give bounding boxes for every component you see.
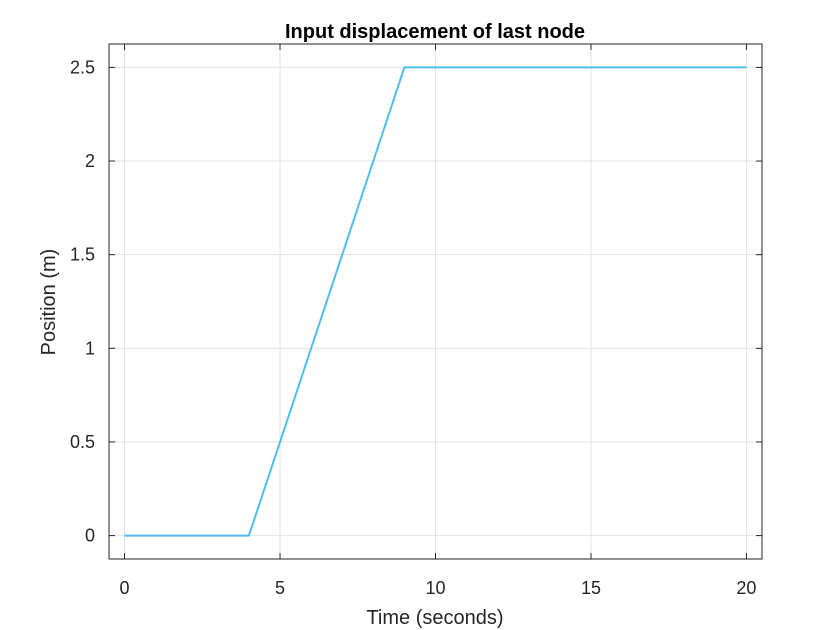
y-tick-label: 1.5 (70, 245, 95, 265)
y-tick-label: 2 (85, 151, 95, 171)
x-tick-label: 5 (275, 578, 285, 598)
y-tick-label: 1 (85, 338, 95, 358)
x-tick-label: 20 (736, 578, 756, 598)
y-tick-label: 2.5 (70, 57, 95, 77)
chart-title: Input displacement of last node (285, 21, 585, 43)
x-tick-label: 15 (581, 578, 601, 598)
data-series (124, 66, 747, 537)
y-axis-label: Position (m) (38, 249, 60, 356)
series-line (124, 66, 747, 537)
y-tick-label: 0.5 (70, 432, 95, 452)
y-tick-label: 0 (85, 526, 95, 546)
y-tick-labels: 0 0.5 1 1.5 2 2.5 (70, 57, 95, 545)
x-tick-label: 10 (425, 578, 445, 598)
x-tick-labels: 0 5 10 15 20 (120, 578, 757, 598)
x-axis-label: Time (seconds) (366, 607, 503, 629)
axis-ticks (109, 44, 762, 559)
x-tick-label: 0 (120, 578, 130, 598)
